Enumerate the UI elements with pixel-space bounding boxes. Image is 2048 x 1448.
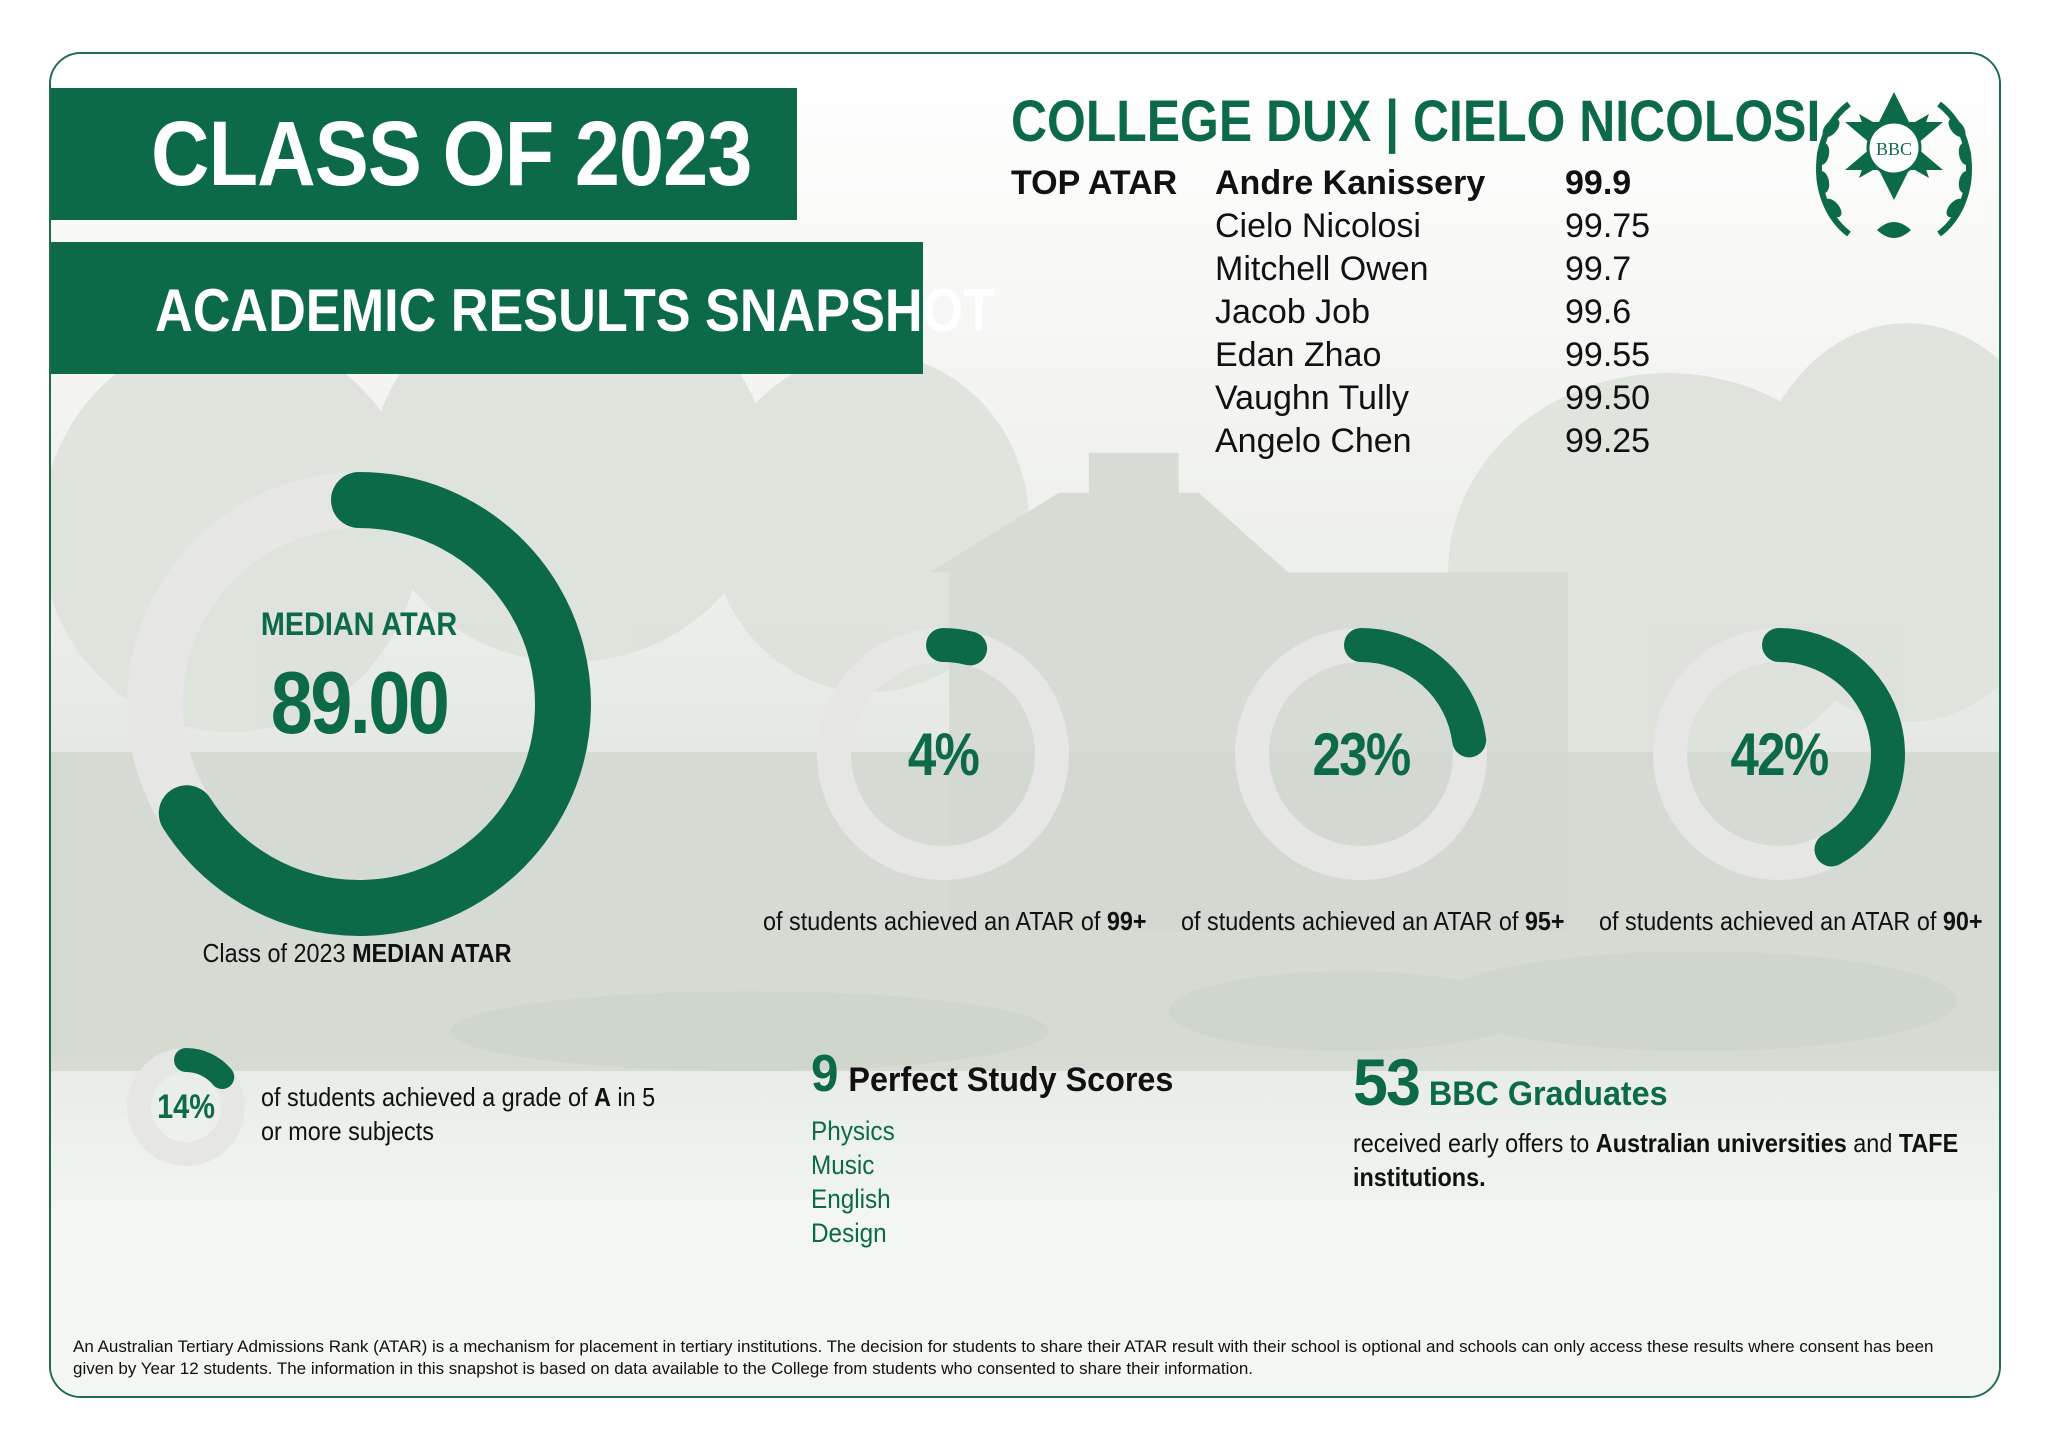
median-atar-ring [127, 472, 591, 936]
median-atar-value: 89.00 [270, 653, 450, 752]
college-crest-logo: BBC [1816, 92, 1972, 238]
median-atar-label: MEDIAN ATAR [260, 606, 458, 642]
grade-a-description: of students achieved a grade of A in 5 o… [261, 1080, 655, 1148]
subject-item: Design [811, 1218, 887, 1248]
student-name: Mitchell Owen [1215, 250, 1429, 288]
student-name: Cielo Nicolosi [1215, 207, 1421, 245]
atar-ring-2 [1653, 628, 1905, 880]
snapshot-card: CLASS OF 2023 ACADEMIC RESULTS SNAPSHOT … [49, 52, 2001, 1398]
median-atar-arc [158, 472, 591, 936]
student-atar-score: 99.50 [1565, 379, 1651, 417]
atar-percentage-caption: of students achieved an ATAR of 90+ [1599, 906, 1983, 936]
page-subtitle: ACADEMIC RESULTS SNAPSHOT [155, 277, 996, 344]
atar-ring-arc [1762, 628, 1905, 867]
graduates-line-2: institutions. [1353, 1162, 1486, 1192]
atar-percentage-value: 4% [907, 721, 980, 788]
median-atar-caption: Class of 2023 MEDIAN ATAR [202, 938, 512, 968]
subject-item: English [811, 1184, 891, 1214]
student-atar-score: 99.6 [1565, 293, 1632, 331]
student-name: Angelo Chen [1215, 422, 1412, 460]
perfect-scores-subjects: Physics Music English Design [811, 1114, 895, 1250]
student-atar-score: 99.9 [1565, 164, 1632, 202]
student-atar-score: 99.25 [1565, 422, 1651, 460]
subject-item: Physics [811, 1116, 895, 1146]
graduates-line-1: received early offers to Australian univ… [1353, 1128, 1959, 1158]
student-atar-score: 99.75 [1565, 207, 1651, 245]
graduates-heading: 53 BBC Graduates [1353, 1044, 1668, 1120]
title-banner: CLASS OF 2023 [51, 88, 797, 220]
grade-a-line-2: or more subjects [261, 1116, 434, 1146]
top-atar-label: TOP ATAR [1011, 164, 1178, 202]
student-name: Jacob Job [1215, 293, 1370, 331]
atar-percentage-value: 42% [1730, 721, 1830, 788]
atar-percentage-caption: of students achieved an ATAR of 95+ [1181, 906, 1565, 936]
student-name: Vaughn Tully [1215, 379, 1410, 417]
student-name: Edan Zhao [1215, 336, 1382, 374]
svg-text:BBC: BBC [1876, 139, 1912, 159]
atar-footnote: An Australian Tertiary Admissions Rank (… [73, 1337, 1934, 1378]
perfect-scores-count: 9 [811, 1045, 839, 1103]
page-title: CLASS OF 2023 [151, 103, 752, 205]
atar-ring-1 [1235, 628, 1487, 880]
atar-ring-arc [926, 628, 988, 666]
student-atar-score: 99.7 [1565, 250, 1632, 288]
graduates-description: received early offers to Australian univ… [1353, 1126, 1958, 1194]
student-atar-score: 99.55 [1565, 336, 1651, 374]
perfect-scores-label: Perfect Study Scores [848, 1061, 1174, 1099]
atar-percentage-caption: of students achieved an ATAR of 99+ [763, 906, 1147, 936]
grade-a-line-1: of students achieved a grade of A in 5 [261, 1082, 656, 1112]
atar-ring-arc [1344, 628, 1487, 758]
student-name: Andre Kanissery [1215, 164, 1486, 202]
perfect-scores-heading: 9 Perfect Study Scores [811, 1044, 1173, 1104]
graduates-label: BBC Graduates [1428, 1075, 1668, 1113]
subtitle-banner: ACADEMIC RESULTS SNAPSHOT [51, 242, 995, 374]
grade-a-value: 14% [157, 1088, 215, 1126]
atar-percentage-value: 23% [1312, 721, 1412, 788]
college-dux-heading: COLLEGE DUX | CIELO NICOLOSI [1011, 89, 1821, 154]
atar-ring-0 [817, 628, 1069, 880]
grade-a-ring [127, 1048, 245, 1166]
subject-item: Music [811, 1150, 875, 1180]
graduates-count: 53 [1353, 1045, 1421, 1119]
grade-a-arc [174, 1048, 235, 1090]
